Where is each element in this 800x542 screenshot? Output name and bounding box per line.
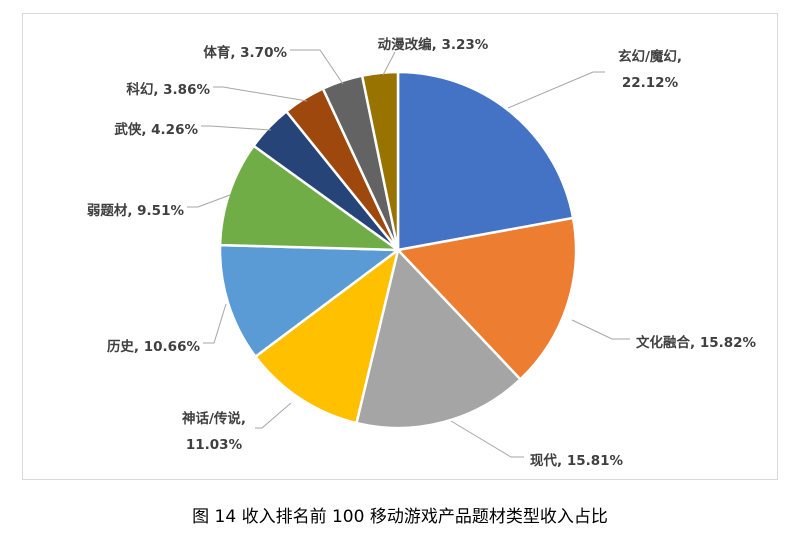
- figure-caption: 图 14 收入排名前 100 移动游戏产品题材类型收入占比: [192, 507, 608, 527]
- pie-labels: 玄幻/魔幻, 22.12% 文化融合, 15.82% 现代, 15.81% 神话/传说,…: [87, 36, 757, 469]
- leader-line-10: [382, 51, 396, 76]
- data-label-2: 文化融合, 15.82%: [636, 334, 757, 351]
- leader-line-1: [507, 71, 605, 109]
- data-label-6: 弱题材, 9.51%: [87, 202, 185, 219]
- data-label-7: 武侠, 4.26%: [114, 121, 198, 138]
- pie-slices: [218, 70, 578, 430]
- data-label-4-line-1: 神话/传说,: [182, 410, 246, 427]
- pie-slice-10: [360, 70, 400, 252]
- pie-slice-1: [396, 70, 575, 252]
- data-label-4-line-2: 11.03%: [186, 437, 243, 453]
- leader-line-4: [255, 402, 292, 429]
- leader-line-2: [571, 319, 630, 340]
- pie-slice-3: [355, 248, 522, 430]
- pie-slice-5: [218, 243, 400, 358]
- data-label-10: 动漫改编, 3.23%: [378, 36, 489, 53]
- data-label-8: 科幻, 3.86%: [126, 81, 210, 98]
- data-label-3: 现代, 15.81%: [530, 452, 624, 469]
- leader-line-8: [213, 86, 308, 102]
- data-label-1-line-2: 22.12%: [622, 75, 679, 91]
- leader-line-6: [187, 194, 231, 208]
- leader-line-5: [203, 303, 227, 344]
- leader-line-7: [201, 125, 272, 131]
- leader-line-9: [290, 49, 344, 85]
- data-label-9: 体育, 3.70%: [203, 44, 287, 61]
- pie-slice-6: [218, 144, 400, 252]
- pie-slice-4: [254, 248, 400, 425]
- data-label-5: 历史, 10.66%: [107, 339, 201, 355]
- pie-slice-2: [396, 216, 578, 381]
- data-label-1-line-1: 玄幻/魔幻,: [618, 48, 682, 65]
- leader-line-3: [450, 420, 524, 458]
